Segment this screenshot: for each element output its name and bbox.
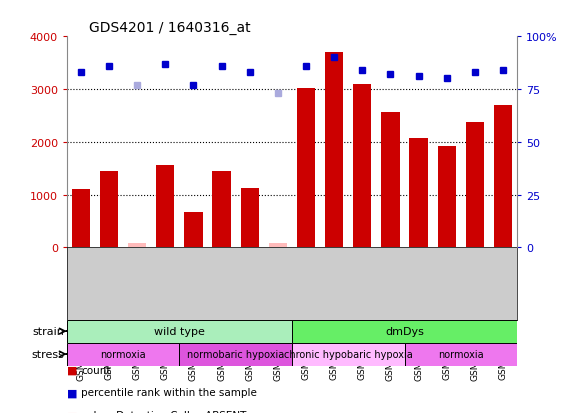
Bar (71, 190, 90, 248)
Bar (213, 172, 231, 248)
Text: strain: strain (32, 326, 64, 336)
Text: percentile rank within the sample: percentile rank within the sample (81, 387, 257, 397)
Bar (381, 113, 400, 248)
Bar (325, 53, 343, 248)
Text: normoxia: normoxia (438, 349, 483, 359)
Bar (180, 343, 292, 366)
Text: normobaric hypoxia: normobaric hypoxia (187, 349, 284, 359)
Text: dmDys: dmDys (385, 326, 424, 336)
Bar (410, 138, 428, 248)
Text: stress: stress (31, 349, 64, 359)
Text: ■: ■ (67, 387, 77, 397)
Bar (128, 244, 146, 248)
Text: ■: ■ (67, 365, 77, 375)
Text: ■: ■ (67, 410, 77, 413)
Bar (100, 172, 118, 248)
Bar (67, 320, 292, 343)
Text: count: count (81, 365, 111, 375)
Bar (494, 106, 512, 248)
Bar (437, 147, 456, 248)
Text: chronic hypobaric hypoxia: chronic hypobaric hypoxia (284, 349, 413, 359)
Bar (241, 188, 259, 248)
Text: normoxia: normoxia (101, 349, 146, 359)
Bar (404, 343, 517, 366)
Bar (269, 244, 287, 248)
Bar (297, 89, 315, 248)
Bar (156, 166, 174, 248)
Bar (184, 213, 203, 248)
Text: GDS4201 / 1640316_at: GDS4201 / 1640316_at (89, 21, 251, 35)
Bar (353, 85, 371, 248)
Text: value, Detection Call = ABSENT: value, Detection Call = ABSENT (81, 410, 247, 413)
Text: wild type: wild type (154, 326, 205, 336)
Bar (292, 320, 517, 343)
Bar (292, 343, 404, 366)
Bar (466, 123, 484, 248)
Bar (67, 343, 180, 366)
